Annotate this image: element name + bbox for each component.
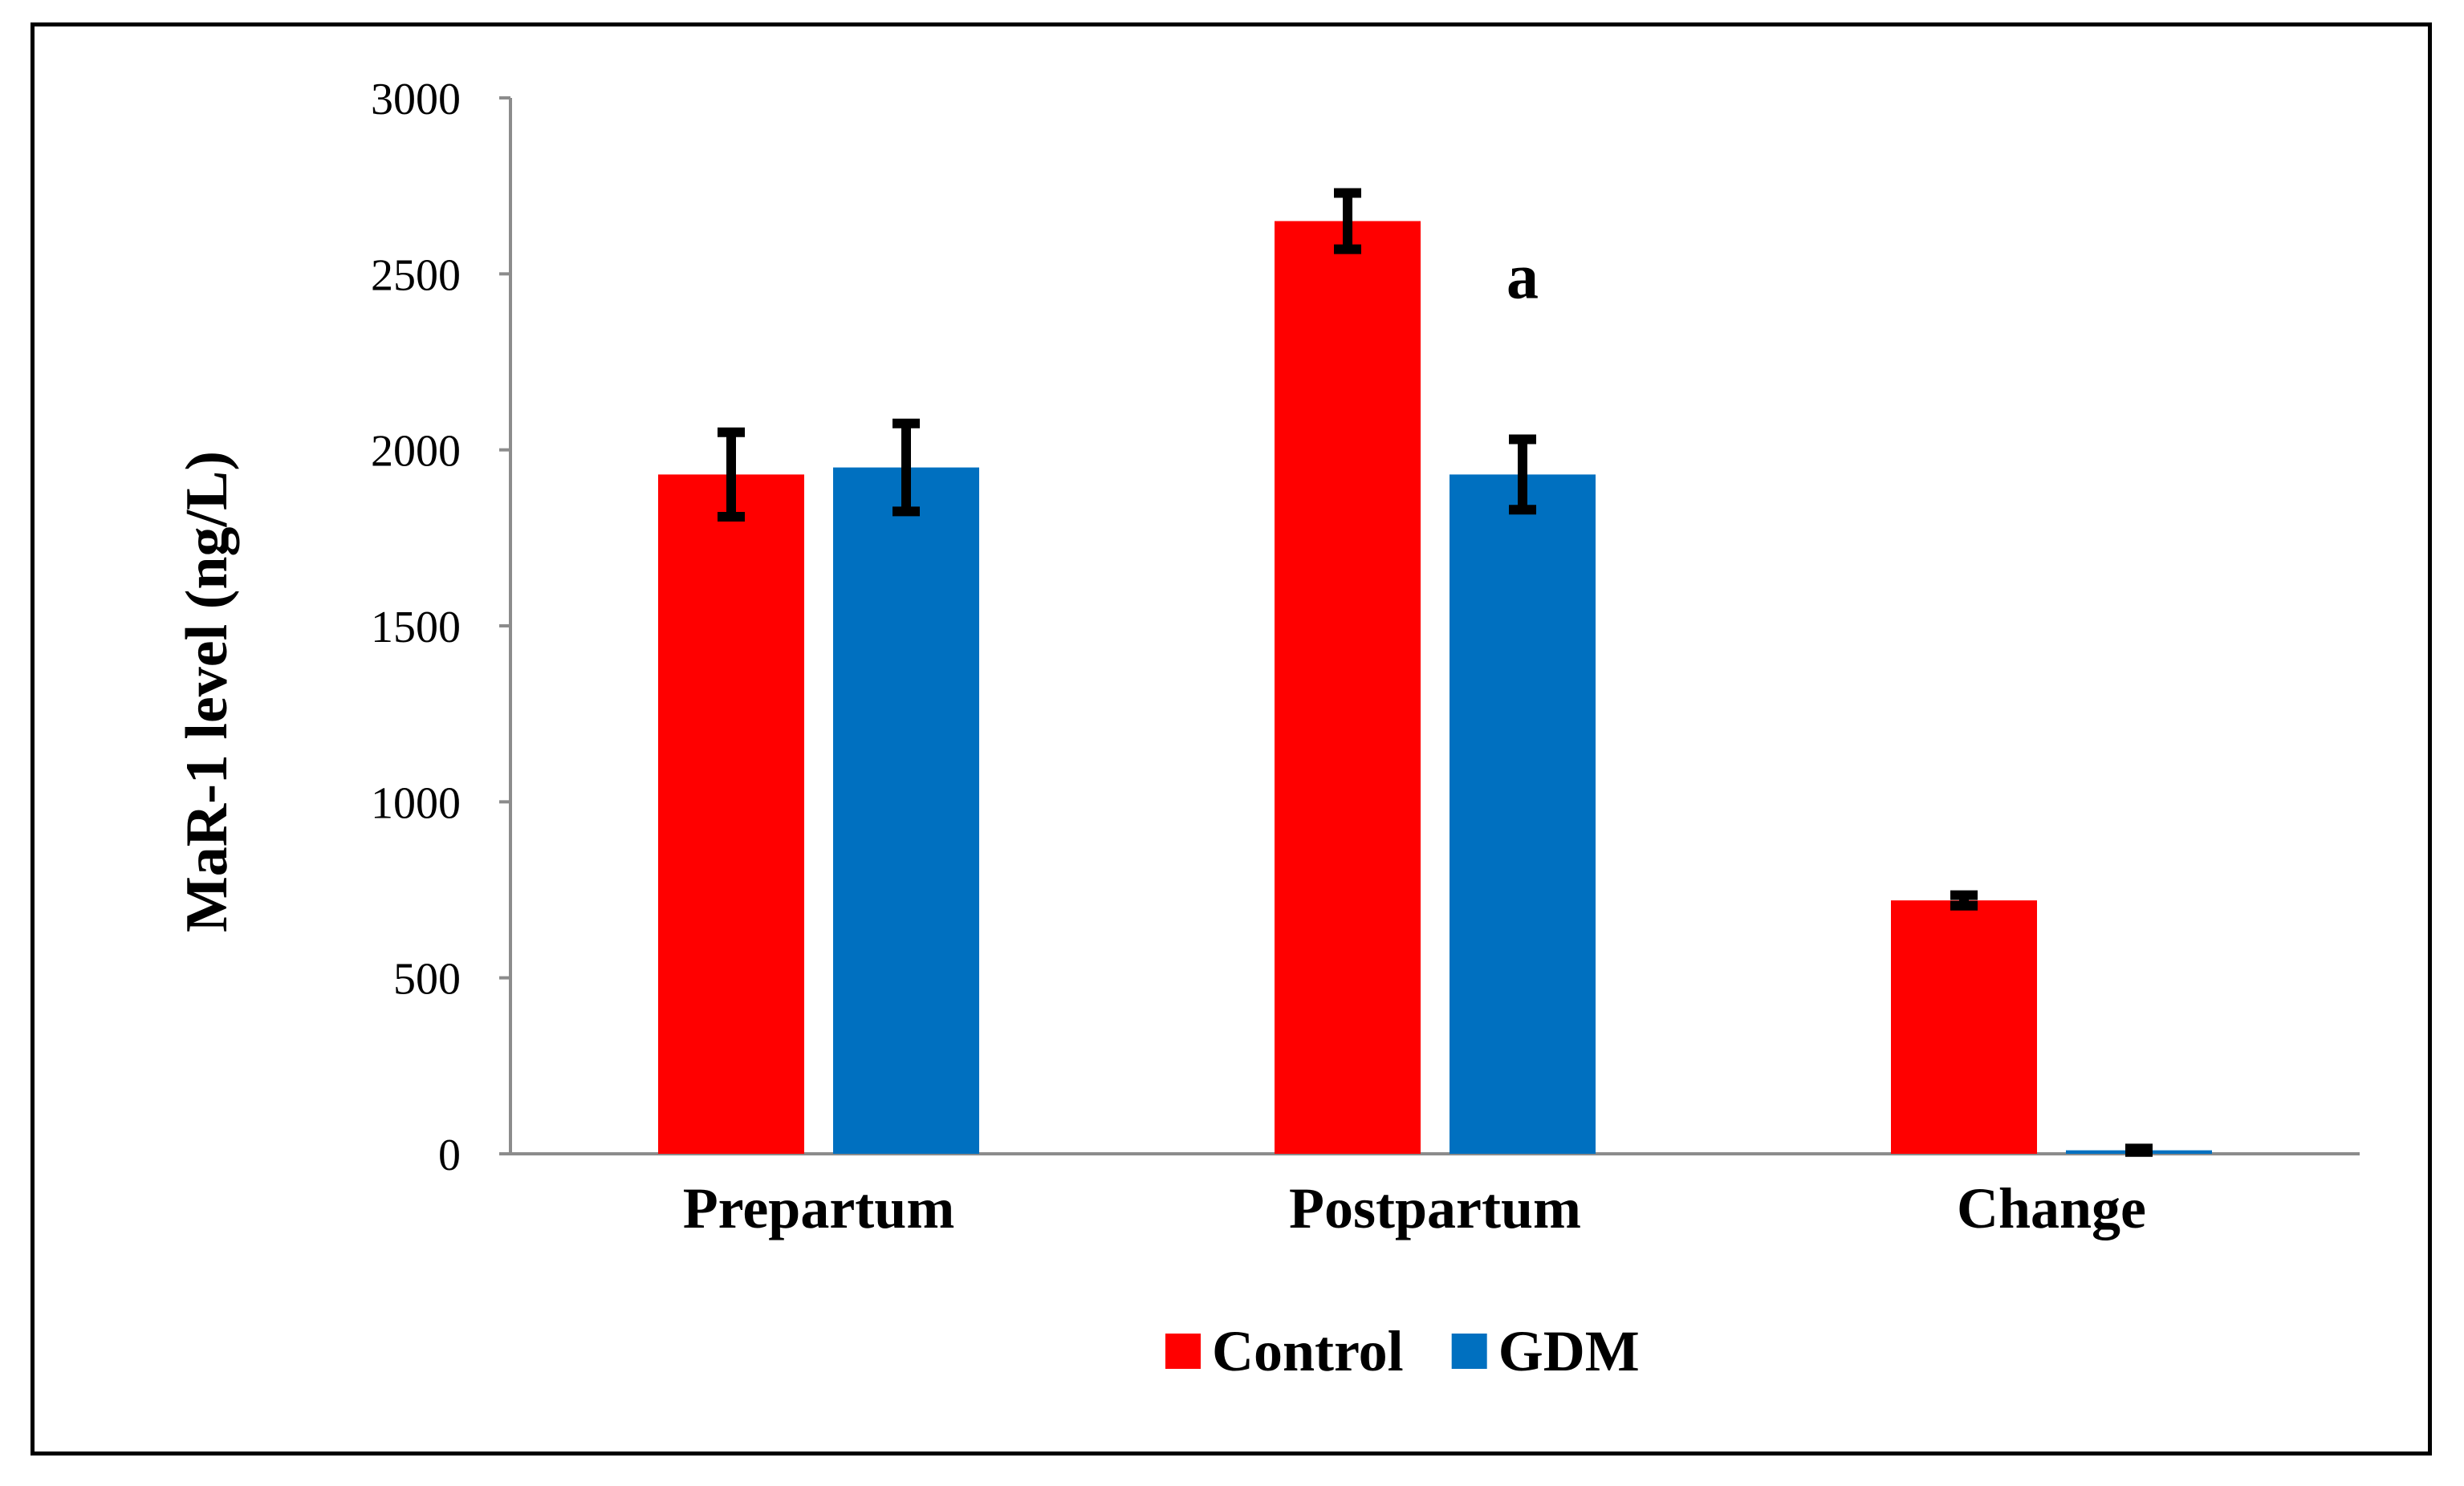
x-tick-label-postpartum: Postpartum xyxy=(1289,1176,1581,1240)
annotations: a xyxy=(1506,242,1539,312)
x-axis-labels: Prepartum Postpartum Change xyxy=(683,1176,2146,1240)
legend-label-gdm: GDM xyxy=(1498,1319,1640,1383)
y-tick-label: 1500 xyxy=(371,603,461,652)
legend: Control GDM xyxy=(1165,1319,1640,1383)
bars xyxy=(658,221,2212,1154)
legend-swatch-gdm xyxy=(1451,1334,1487,1369)
legend-swatch-control xyxy=(1165,1334,1201,1369)
bar-control-change xyxy=(1891,900,2037,1154)
chart-frame xyxy=(30,22,2432,1456)
y-axis-label: MaR-1 level (ng/L) xyxy=(174,451,240,932)
y-tick-label: 2500 xyxy=(371,250,461,300)
y-tick-label: 2000 xyxy=(371,427,461,477)
bar-control-prepartum xyxy=(658,474,804,1154)
y-tick-label: 0 xyxy=(438,1131,461,1180)
significance-annotation: a xyxy=(1506,242,1539,312)
x-tick-label-prepartum: Prepartum xyxy=(683,1176,955,1240)
y-tick-label: 3000 xyxy=(371,75,461,124)
x-tick-label-change: Change xyxy=(1957,1176,2146,1240)
bar-gdm-prepartum xyxy=(833,467,979,1154)
y-tick-label: 500 xyxy=(393,955,461,1005)
bar-gdm-postpartum xyxy=(1450,474,1596,1154)
y-tick-label: 1000 xyxy=(371,778,461,828)
y-axis-ticks: 0 500 1000 1500 2000 2500 3000 xyxy=(371,75,510,1180)
legend-label-control: Control xyxy=(1212,1319,1404,1383)
error-bars xyxy=(718,188,2153,1157)
bar-control-postpartum xyxy=(1275,221,1421,1154)
